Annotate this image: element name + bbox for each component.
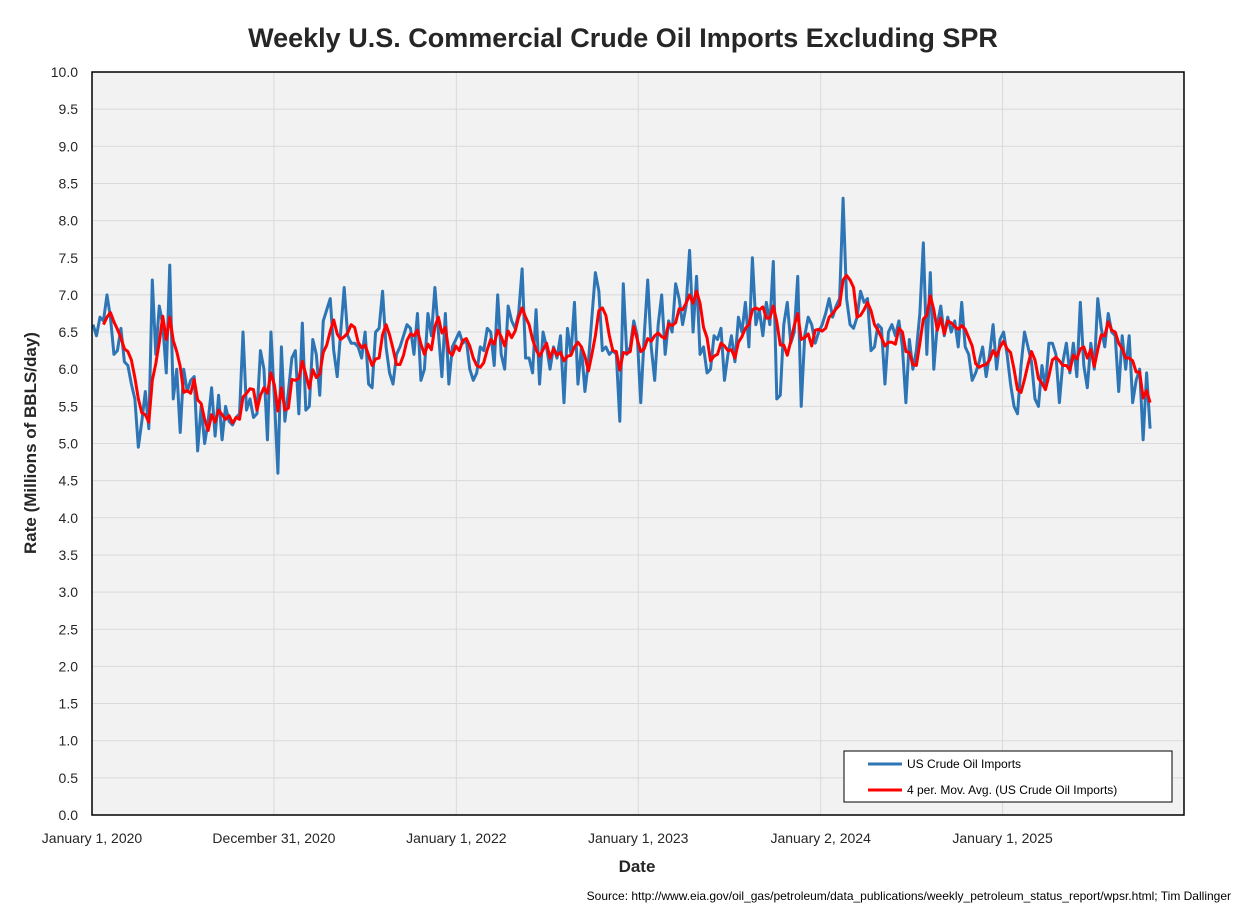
y-tick-label: 6.5 [59,324,79,340]
legend: US Crude Oil Imports 4 per. Mov. Avg. (U… [843,750,1173,803]
moving-average-line [102,273,1152,432]
gridlines [91,71,1184,816]
x-tick-labels: January 1, 2020 December 31, 2020 January … [42,830,1053,846]
y-tick-label: 9.0 [59,138,79,154]
y-tick-label: 6.0 [59,361,79,377]
y-tick-labels: 0.0 0.5 1.0 1.5 2.0 2.5 3.0 3.5 4.0 4.5 5.0 5.5 6.0 6… [51,64,78,823]
y-tick-label: 5.5 [59,398,79,414]
plot-border [91,71,1185,816]
x-tick-label: January 1, 2022 [406,830,507,846]
y-tick-label: 0.5 [59,770,79,786]
y-tick-label: 2.0 [59,658,79,674]
y-tick-label: 1.0 [59,733,79,749]
y-tick-label: 7.0 [59,287,79,303]
x-axis-label: Date [619,857,656,876]
source-note: Source: http://www.eia.gov/oil_gas/petro… [587,889,1231,903]
y-tick-label: 8.5 [59,175,79,191]
y-tick-label: 0.0 [59,807,79,823]
y-tick-label: 7.5 [59,250,79,266]
y-tick-label: 3.0 [59,584,79,600]
chart-title: Weekly U.S. Commercial Crude Oil Imports… [248,23,998,53]
y-tick-label: 10.0 [51,64,78,80]
series-lines [91,196,1152,475]
y-tick-label: 4.0 [59,510,79,526]
x-tick-label: December 31, 2020 [212,830,335,846]
y-tick-label: 5.0 [59,436,79,452]
y-tick-label: 3.5 [59,547,79,563]
x-tick-label: January 1, 2020 [42,830,143,846]
y-tick-label: 2.5 [59,621,79,637]
y-tick-label: 9.5 [59,101,79,117]
y-tick-label: 4.5 [59,473,79,489]
y-axis-label: Rate (Millions of BBLS/day) [21,332,40,554]
y-tick-label: 1.5 [59,696,79,712]
legend-label-moving-average: 4 per. Mov. Avg. (US Crude Oil Imports) [907,783,1117,797]
x-tick-label: January 1, 2025 [952,830,1053,846]
legend-label-imports: US Crude Oil Imports [907,757,1021,771]
y-tick-label: 8.0 [59,213,79,229]
x-tick-label: January 1, 2023 [588,830,689,846]
x-tick-label: January 2, 2024 [770,830,871,846]
